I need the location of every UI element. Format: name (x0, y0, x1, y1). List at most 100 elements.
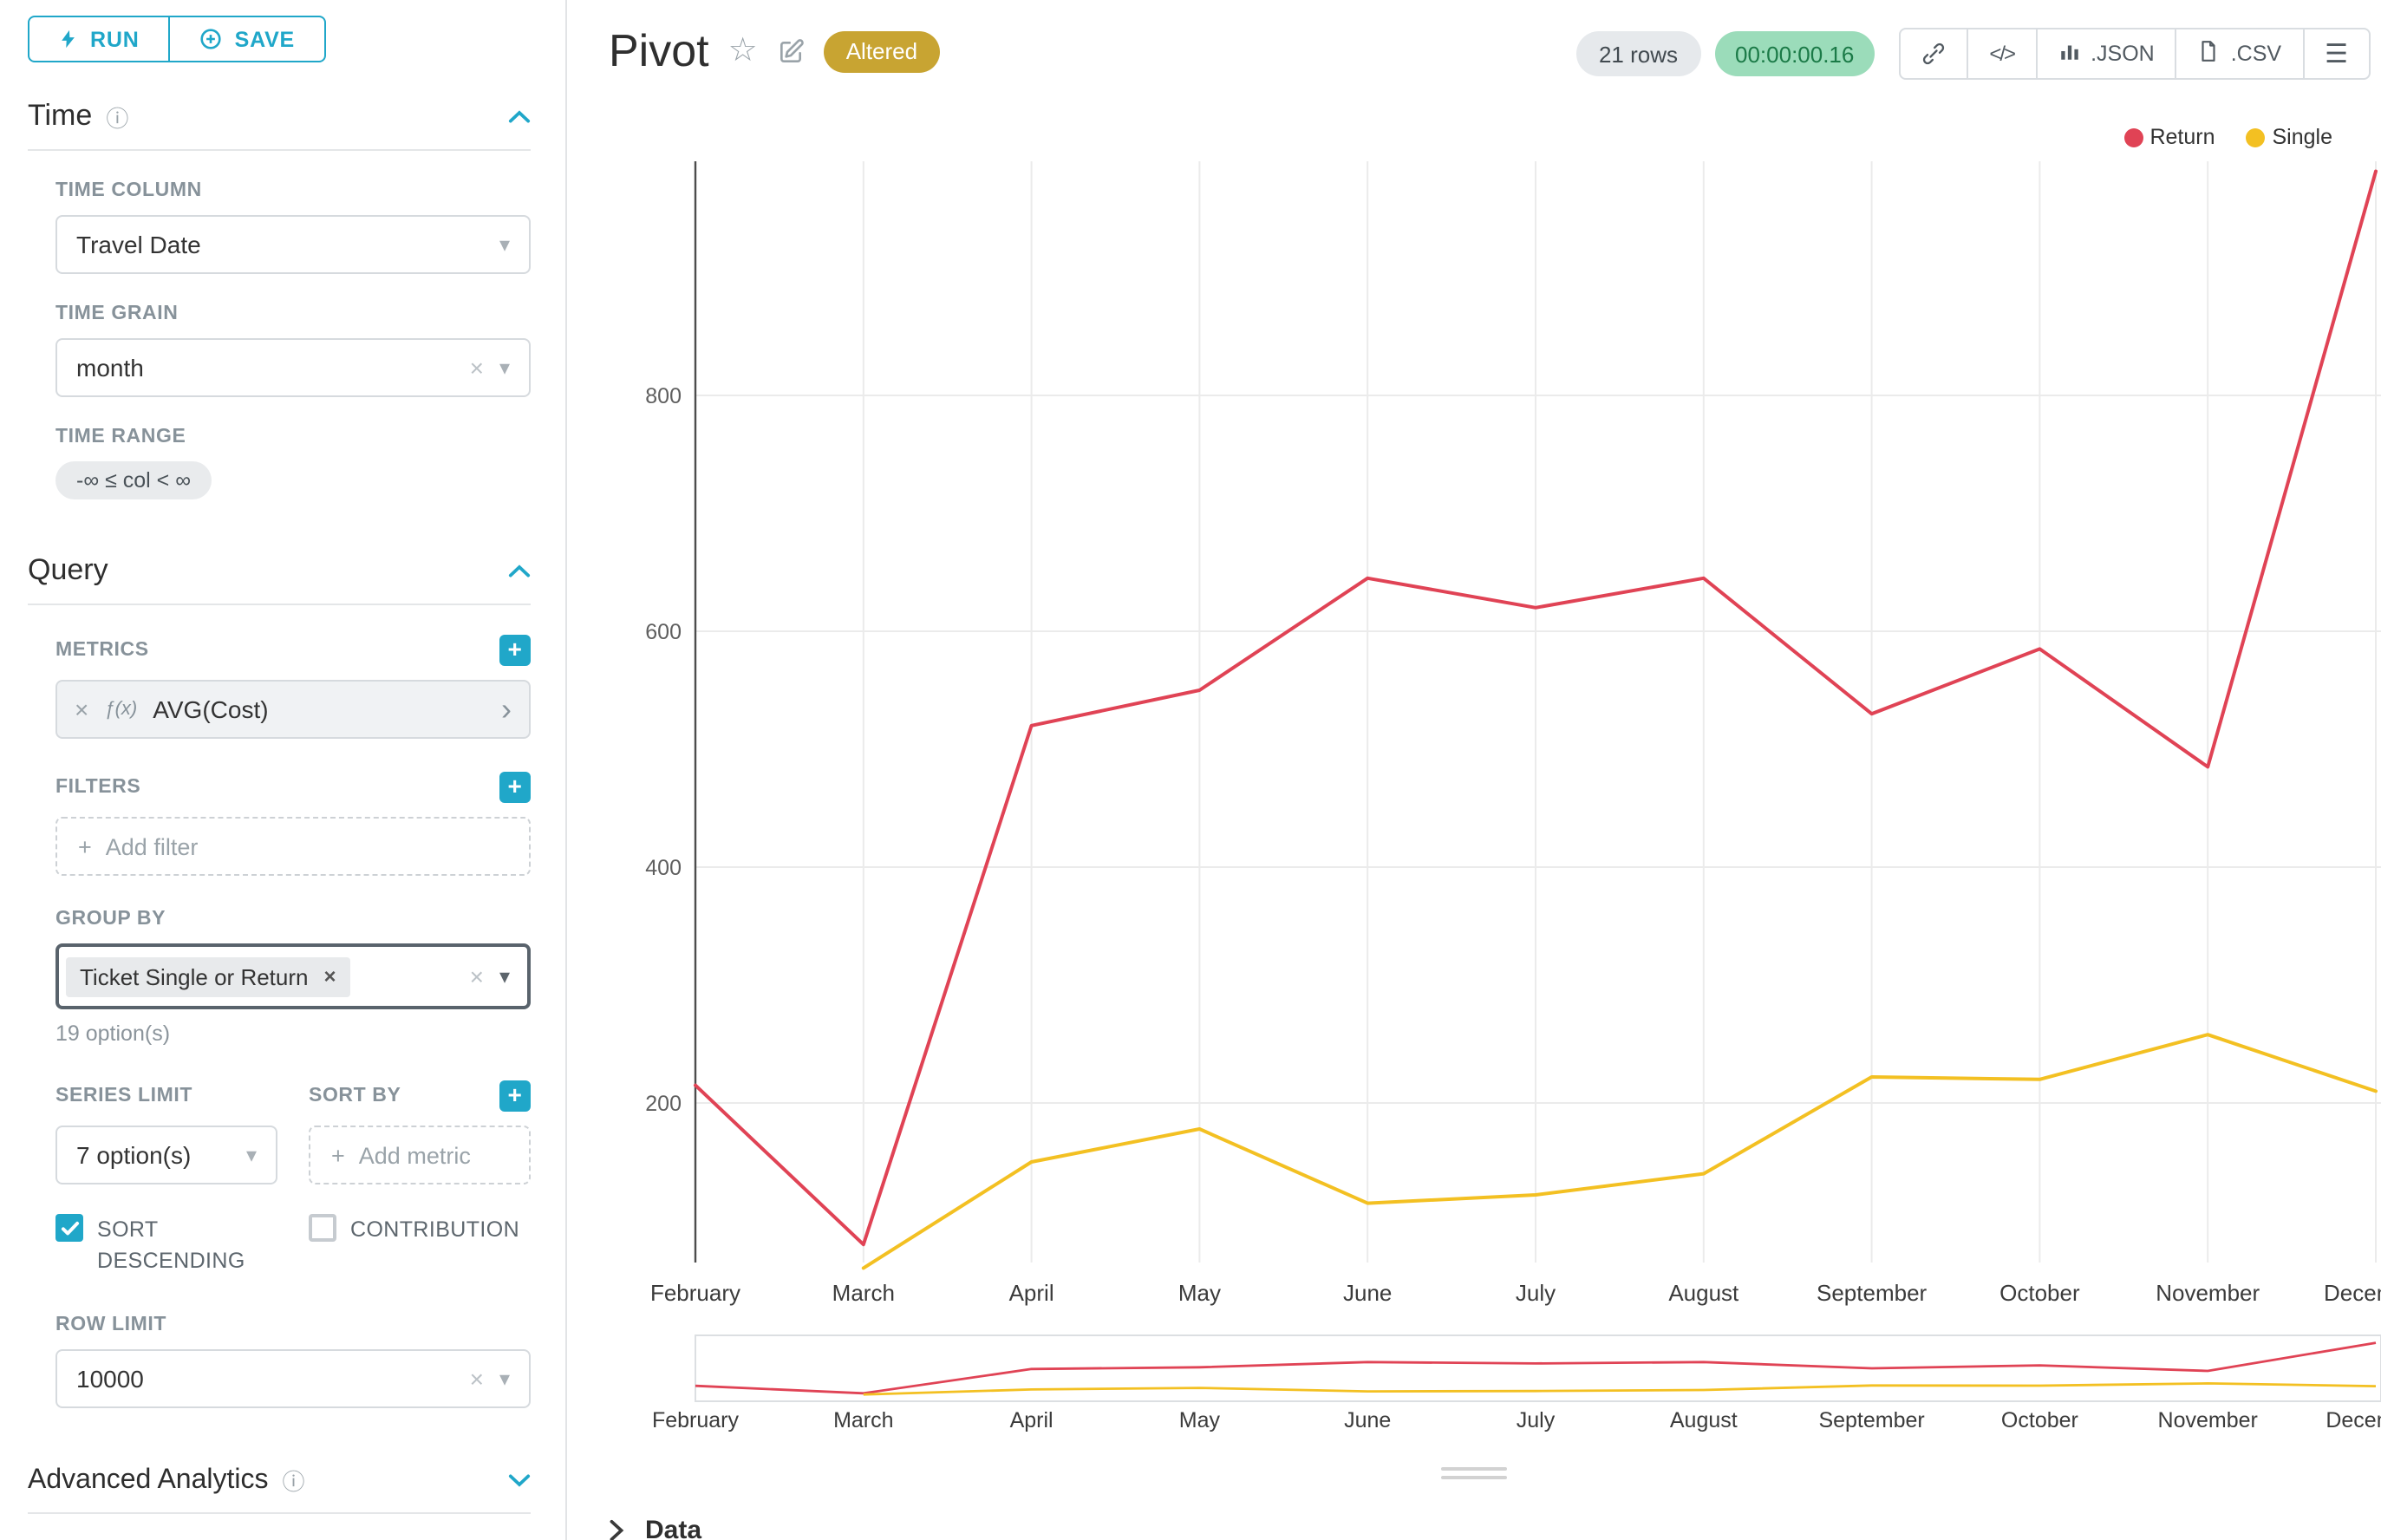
checkbox-unchecked-icon[interactable] (309, 1214, 336, 1242)
svg-text:March: March (832, 1280, 895, 1306)
sort-descending-label: SORT DESCENDING (97, 1217, 245, 1274)
svg-text:800: 800 (645, 384, 682, 408)
row-limit-select[interactable]: 10000 × ▾ (55, 1349, 531, 1409)
metrics-label: METRICS (55, 640, 149, 661)
run-button[interactable]: RUN (28, 16, 171, 62)
favorite-star-icon[interactable]: ☆ (727, 33, 758, 69)
series-limit-select[interactable]: 7 option(s) ▾ (55, 1126, 277, 1184)
query-section-header[interactable]: Query (28, 545, 531, 605)
chart-file-icon (2058, 40, 2080, 68)
run-label: RUN (90, 27, 140, 51)
svg-text:June: June (1344, 1408, 1391, 1432)
resize-handle[interactable] (1441, 1467, 1507, 1479)
legend-item-single[interactable]: Single (2246, 125, 2332, 149)
save-button[interactable]: SAVE (168, 16, 327, 62)
svg-text:December: December (2324, 1280, 2381, 1306)
contribution-checkbox-row[interactable]: CONTRIBUTION (309, 1214, 531, 1277)
svg-text:October: October (1999, 1280, 2080, 1306)
svg-text:September: September (1818, 1408, 1924, 1432)
svg-text:August: August (1670, 1408, 1738, 1432)
svg-text:December: December (2326, 1408, 2381, 1432)
clear-icon[interactable]: × (469, 354, 484, 382)
add-sort-metric-dropzone[interactable]: + Add metric (309, 1126, 531, 1184)
remove-tag-icon[interactable]: × (323, 964, 336, 989)
download-csv-button[interactable]: .CSV (2175, 28, 2305, 80)
file-icon (2198, 40, 2221, 68)
group-by-tag[interactable]: Ticket Single or Return × (66, 956, 350, 996)
sort-descending-checkbox-row[interactable]: SORT DESCENDING (55, 1214, 277, 1277)
code-icon: </> (1989, 42, 2016, 66)
add-filter-dropzone[interactable]: + Add filter (55, 817, 531, 876)
download-json-button[interactable]: .JSON (2035, 28, 2177, 80)
query-section: Query METRICS + × ƒ(x) AVG(Cost) › FILTE… (28, 545, 531, 1409)
add-metric-button[interactable]: + (499, 635, 531, 666)
menu-icon: ☰ (2325, 40, 2348, 69)
svg-text:August: August (1668, 1280, 1739, 1306)
time-grain-select[interactable]: month × ▾ (55, 338, 531, 397)
contribution-label: CONTRIBUTION (350, 1217, 520, 1242)
svg-text:September: September (1817, 1280, 1928, 1306)
open-metric-icon[interactable]: › (501, 692, 512, 727)
time-range-label: TIME RANGE (55, 427, 186, 447)
advanced-analytics-header[interactable]: Advanced Analytics ⓘ (28, 1456, 531, 1515)
save-label: SAVE (234, 27, 296, 51)
fx-icon: ƒ(x) (104, 699, 138, 720)
svg-text:May: May (1178, 1280, 1221, 1306)
chevron-up-icon[interactable] (508, 108, 531, 124)
bolt-icon (59, 28, 78, 50)
embed-code-button[interactable]: </> (1967, 28, 2038, 80)
svg-text:February: February (650, 1280, 740, 1306)
caret-down-icon: ▾ (245, 1143, 257, 1167)
svg-text:600: 600 (645, 620, 682, 644)
caret-down-icon: ▾ (499, 964, 510, 989)
plus-icon: + (78, 833, 92, 859)
chevron-right-icon (609, 1519, 624, 1540)
svg-text:July: July (1516, 1280, 1556, 1306)
data-panel-toggle[interactable]: Data (609, 1516, 701, 1540)
add-filter-button[interactable]: + (499, 772, 531, 803)
clear-icon[interactable]: × (469, 1365, 484, 1393)
add-metric-placeholder: Add metric (358, 1142, 471, 1168)
run-save-group: RUN SAVE (28, 16, 327, 62)
chevron-up-icon[interactable] (508, 563, 531, 578)
svg-text:November: November (2158, 1408, 2258, 1432)
time-section-title: Time (28, 99, 93, 132)
checkbox-checked-icon[interactable] (55, 1214, 83, 1242)
svg-text:July: July (1517, 1408, 1556, 1432)
time-range-pill[interactable]: -∞ ≤ col < ∞ (55, 461, 212, 499)
clear-icon[interactable]: × (469, 962, 484, 990)
add-sort-metric-button[interactable]: + (499, 1080, 531, 1112)
metric-item[interactable]: × ƒ(x) AVG(Cost) › (55, 680, 531, 739)
remove-metric-icon[interactable]: × (75, 695, 89, 723)
copy-link-button[interactable] (1899, 28, 1969, 80)
panel-divider[interactable] (565, 0, 567, 1540)
query-section-title: Query (28, 553, 108, 586)
edit-title-icon[interactable] (777, 37, 805, 65)
caret-down-icon: ▾ (499, 1367, 510, 1392)
time-column-value: Travel Date (76, 231, 201, 258)
legend-dot-icon (2246, 127, 2266, 147)
filters-label: FILTERS (55, 777, 141, 798)
row-limit-label: ROW LIMIT (55, 1315, 167, 1336)
sort-by-label: SORT BY (309, 1086, 401, 1106)
caret-down-icon: ▾ (499, 356, 510, 380)
time-column-select[interactable]: Travel Date ▾ (55, 215, 531, 274)
advanced-analytics-section: Advanced Analytics ⓘ (28, 1456, 531, 1515)
csv-label: .CSV (2230, 42, 2282, 66)
add-filter-placeholder: Add filter (105, 833, 199, 859)
more-options-button[interactable]: ☰ (2302, 28, 2371, 80)
legend-item-return[interactable]: Return (2123, 125, 2215, 149)
altered-badge[interactable]: Altered (823, 30, 941, 72)
series-limit-value: 7 option(s) (76, 1141, 192, 1169)
line-chart[interactable]: 200 400 600 800 February February March March Ap… (567, 104, 2381, 1443)
time-column-label: TIME COLUMN (55, 180, 202, 201)
group-by-select[interactable]: Ticket Single or Return × × ▾ (55, 943, 531, 1009)
metric-value: AVG(Cost) (153, 695, 269, 723)
chevron-down-icon[interactable] (508, 1473, 531, 1489)
query-timer-badge: 00:00:00.16 (1714, 31, 1875, 76)
circle-plus-icon (200, 28, 223, 50)
svg-text:April: April (1009, 1280, 1054, 1306)
info-icon: ⓘ (106, 105, 129, 131)
time-section-header[interactable]: Time ⓘ (28, 90, 531, 151)
